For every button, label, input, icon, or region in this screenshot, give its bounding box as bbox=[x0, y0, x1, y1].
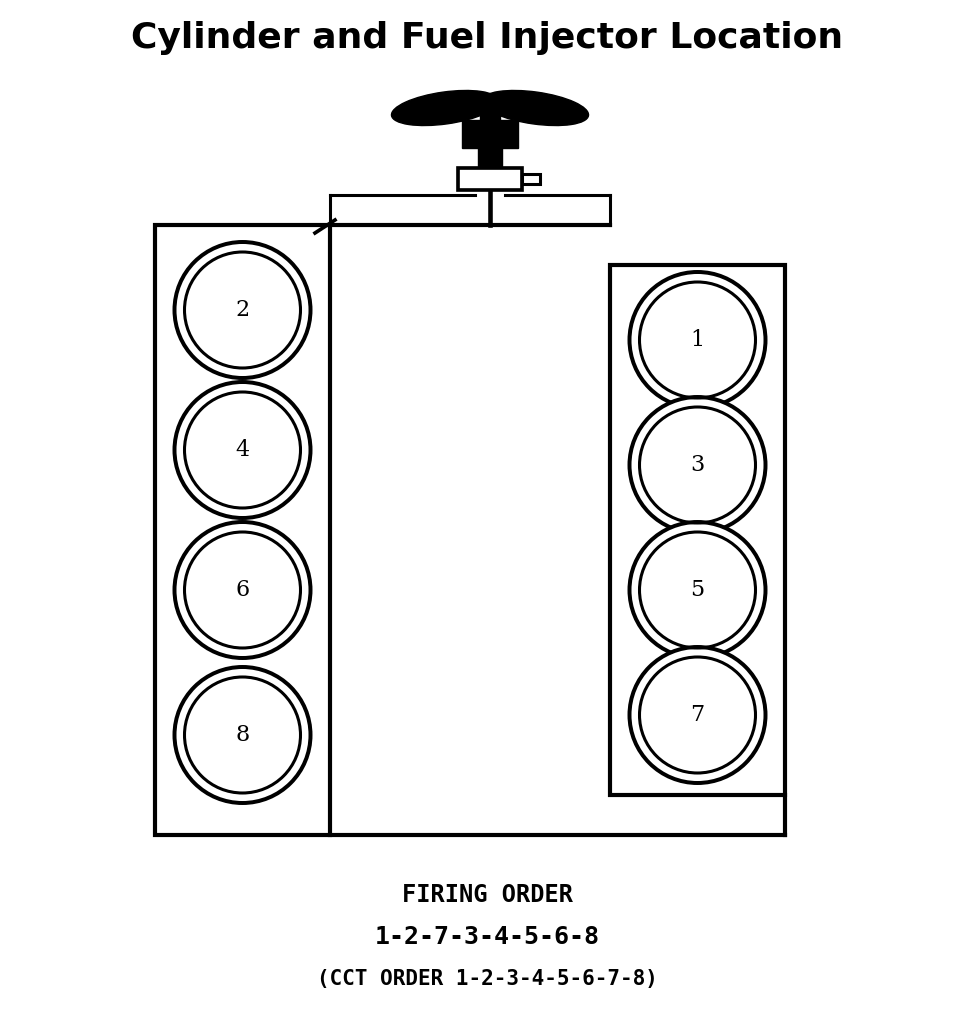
Circle shape bbox=[630, 647, 765, 783]
Text: 1: 1 bbox=[690, 329, 705, 351]
Text: 5: 5 bbox=[690, 579, 705, 601]
Text: (CCT ORDER 1-2-3-4-5-6-7-8): (CCT ORDER 1-2-3-4-5-6-7-8) bbox=[317, 969, 658, 989]
Circle shape bbox=[630, 522, 765, 658]
Bar bbox=[462, 120, 518, 148]
Text: 2: 2 bbox=[235, 299, 250, 321]
Circle shape bbox=[175, 242, 310, 378]
Text: 4: 4 bbox=[235, 439, 250, 461]
Circle shape bbox=[175, 522, 310, 658]
Circle shape bbox=[175, 667, 310, 803]
Ellipse shape bbox=[392, 90, 498, 126]
Text: 6: 6 bbox=[235, 579, 250, 601]
Text: 1-2-7-3-4-5-6-8: 1-2-7-3-4-5-6-8 bbox=[375, 925, 600, 949]
Circle shape bbox=[630, 397, 765, 534]
Bar bbox=[522, 174, 540, 184]
Text: Cylinder and Fuel Injector Location: Cylinder and Fuel Injector Location bbox=[132, 22, 843, 55]
Circle shape bbox=[630, 272, 765, 408]
Circle shape bbox=[175, 382, 310, 518]
Bar bbox=[610, 265, 785, 795]
Ellipse shape bbox=[482, 90, 589, 126]
Bar bbox=[480, 96, 500, 120]
Text: 7: 7 bbox=[690, 705, 705, 726]
Bar bbox=[478, 148, 502, 168]
Text: 3: 3 bbox=[690, 454, 705, 476]
Bar bbox=[458, 168, 522, 190]
Bar bbox=[155, 225, 330, 835]
Text: FIRING ORDER: FIRING ORDER bbox=[402, 883, 573, 907]
Text: 8: 8 bbox=[235, 724, 250, 746]
